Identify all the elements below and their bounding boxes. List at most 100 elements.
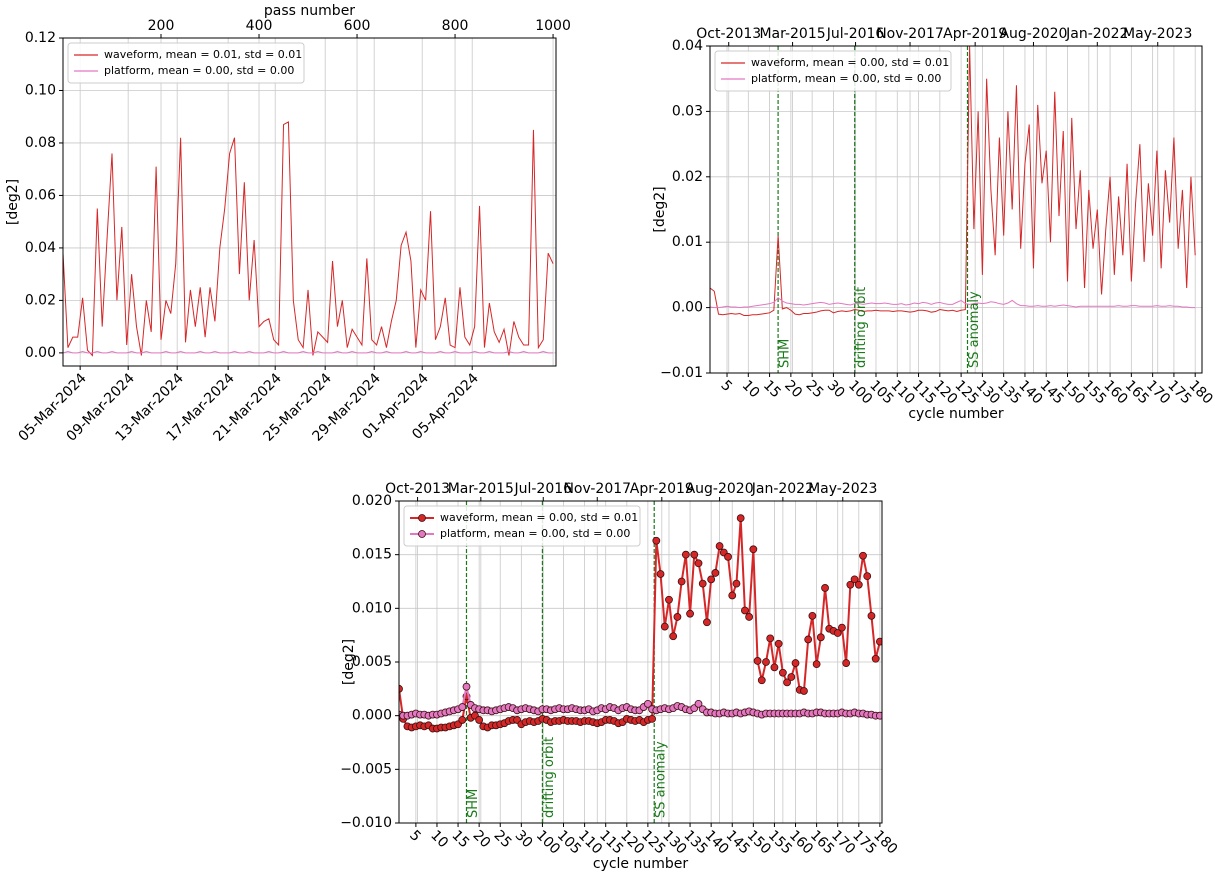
legend-label: waveform, mean = 0.01, std = 0.01 — [104, 48, 302, 61]
x-tick-label: 30 — [824, 377, 848, 401]
marker — [732, 579, 741, 588]
series-line — [399, 518, 881, 730]
x2-tick-label: Aug-2020 — [999, 26, 1067, 42]
plot-frame — [709, 45, 1203, 374]
marker — [875, 637, 882, 646]
x2-tick-label: Jul-2016 — [513, 481, 572, 497]
marker — [850, 575, 859, 584]
y-tick-label: 0.12 — [25, 30, 56, 46]
marker — [669, 632, 678, 641]
marker — [745, 613, 754, 621]
x-tick-label: 5 — [406, 827, 424, 845]
marker — [673, 613, 682, 621]
marker — [399, 684, 403, 693]
x2-tick-label: 600 — [344, 18, 371, 34]
x-tick-label: 25 — [802, 377, 826, 401]
x2-tick-label: Nov-2017 — [563, 481, 631, 497]
x2-tick-label: Jan-2022 — [1065, 26, 1128, 42]
plot-area — [710, 46, 1196, 373]
legend-marker — [418, 530, 426, 538]
y-tick-label: 0.005 — [352, 654, 392, 670]
marker — [660, 622, 669, 631]
y-tick-label: −0.005 — [340, 761, 392, 777]
marker — [643, 699, 652, 708]
x-tick-label: 15 — [448, 827, 472, 851]
marker — [648, 714, 657, 723]
y-axis-label: [deg2] — [341, 639, 357, 685]
x2-tick-label: Apr-2019 — [943, 26, 1007, 42]
y-tick-label: 0.04 — [672, 38, 703, 54]
marker — [656, 570, 665, 578]
marker — [787, 673, 796, 681]
plot-area — [63, 121, 554, 357]
series-line — [63, 121, 554, 357]
marker — [728, 591, 737, 600]
marker — [677, 577, 686, 586]
y-tick-label: 0.02 — [672, 169, 703, 185]
x-tick-label: 30 — [512, 827, 536, 851]
x-tick-label: 25 — [491, 827, 515, 851]
legend-label: waveform, mean = 0.00, std = 0.01 — [751, 56, 949, 69]
marker — [838, 623, 846, 632]
marker — [458, 716, 467, 724]
marker — [808, 611, 817, 620]
legend-label: waveform, mean = 0.00, std = 0.01 — [440, 511, 638, 524]
marker — [707, 575, 716, 584]
legend-label: platform, mean = 0.00, std = 0.00 — [751, 72, 941, 85]
x2-tick-label: 800 — [442, 18, 469, 34]
annotation-label: SHM — [778, 339, 793, 368]
x2-tick-label: Nov-2017 — [876, 26, 944, 42]
marker — [863, 572, 872, 581]
y-tick-label: 0.00 — [672, 300, 703, 316]
y-tick-label: 0.04 — [25, 240, 56, 256]
marker — [715, 542, 724, 550]
legend-label: platform, mean = 0.00, std = 0.00 — [440, 527, 630, 540]
y-tick-label: 0.03 — [672, 103, 703, 119]
marker — [833, 629, 842, 637]
marker — [724, 552, 732, 561]
marker — [652, 536, 661, 545]
legend-box — [67, 42, 305, 84]
y-tick-label: 0.01 — [672, 234, 703, 250]
x2-tick-label: Jan-2022 — [751, 481, 814, 497]
x-tick-label: 180 — [1186, 377, 1215, 407]
marker — [774, 639, 783, 648]
y-tick-label: 0.010 — [352, 600, 392, 616]
y-tick-label: 0.02 — [25, 292, 56, 308]
x2-tick-label: Mar-2015 — [759, 26, 825, 42]
x2-tick-label: Mar-2015 — [448, 481, 514, 497]
y-axis-label: [deg2] — [652, 186, 668, 232]
series-line — [710, 297, 1196, 309]
marker — [681, 550, 690, 559]
marker — [757, 676, 766, 685]
marker — [462, 682, 471, 691]
marker — [783, 678, 791, 687]
marker — [703, 618, 711, 627]
y-tick-label: 0.015 — [352, 547, 392, 563]
x2-tick-label: Oct-2013 — [696, 26, 761, 42]
marker — [475, 716, 484, 724]
x-axis-label: cycle number — [908, 406, 1004, 422]
x2-tick-label: 200 — [148, 18, 175, 34]
marker — [698, 579, 707, 588]
marker — [821, 584, 829, 592]
marker — [458, 703, 467, 711]
x-tick-label: 20 — [781, 377, 805, 401]
marker — [875, 711, 882, 720]
x-tick-label: 20 — [469, 827, 493, 851]
marker — [741, 606, 749, 615]
x2-axis-label: pass number — [264, 3, 355, 19]
marker — [762, 658, 770, 666]
marker — [690, 550, 699, 559]
x-tick-label: 10 — [739, 377, 763, 401]
x2-tick-label: May-2023 — [1123, 26, 1192, 42]
x2-tick-label: Oct-2013 — [385, 481, 450, 497]
marker — [859, 551, 867, 560]
x-axis-label: cycle number — [593, 856, 689, 872]
series-line — [710, 46, 1196, 316]
x-tick-label: 15 — [760, 377, 784, 401]
marker — [749, 545, 758, 554]
marker — [694, 559, 703, 568]
marker — [694, 699, 703, 708]
